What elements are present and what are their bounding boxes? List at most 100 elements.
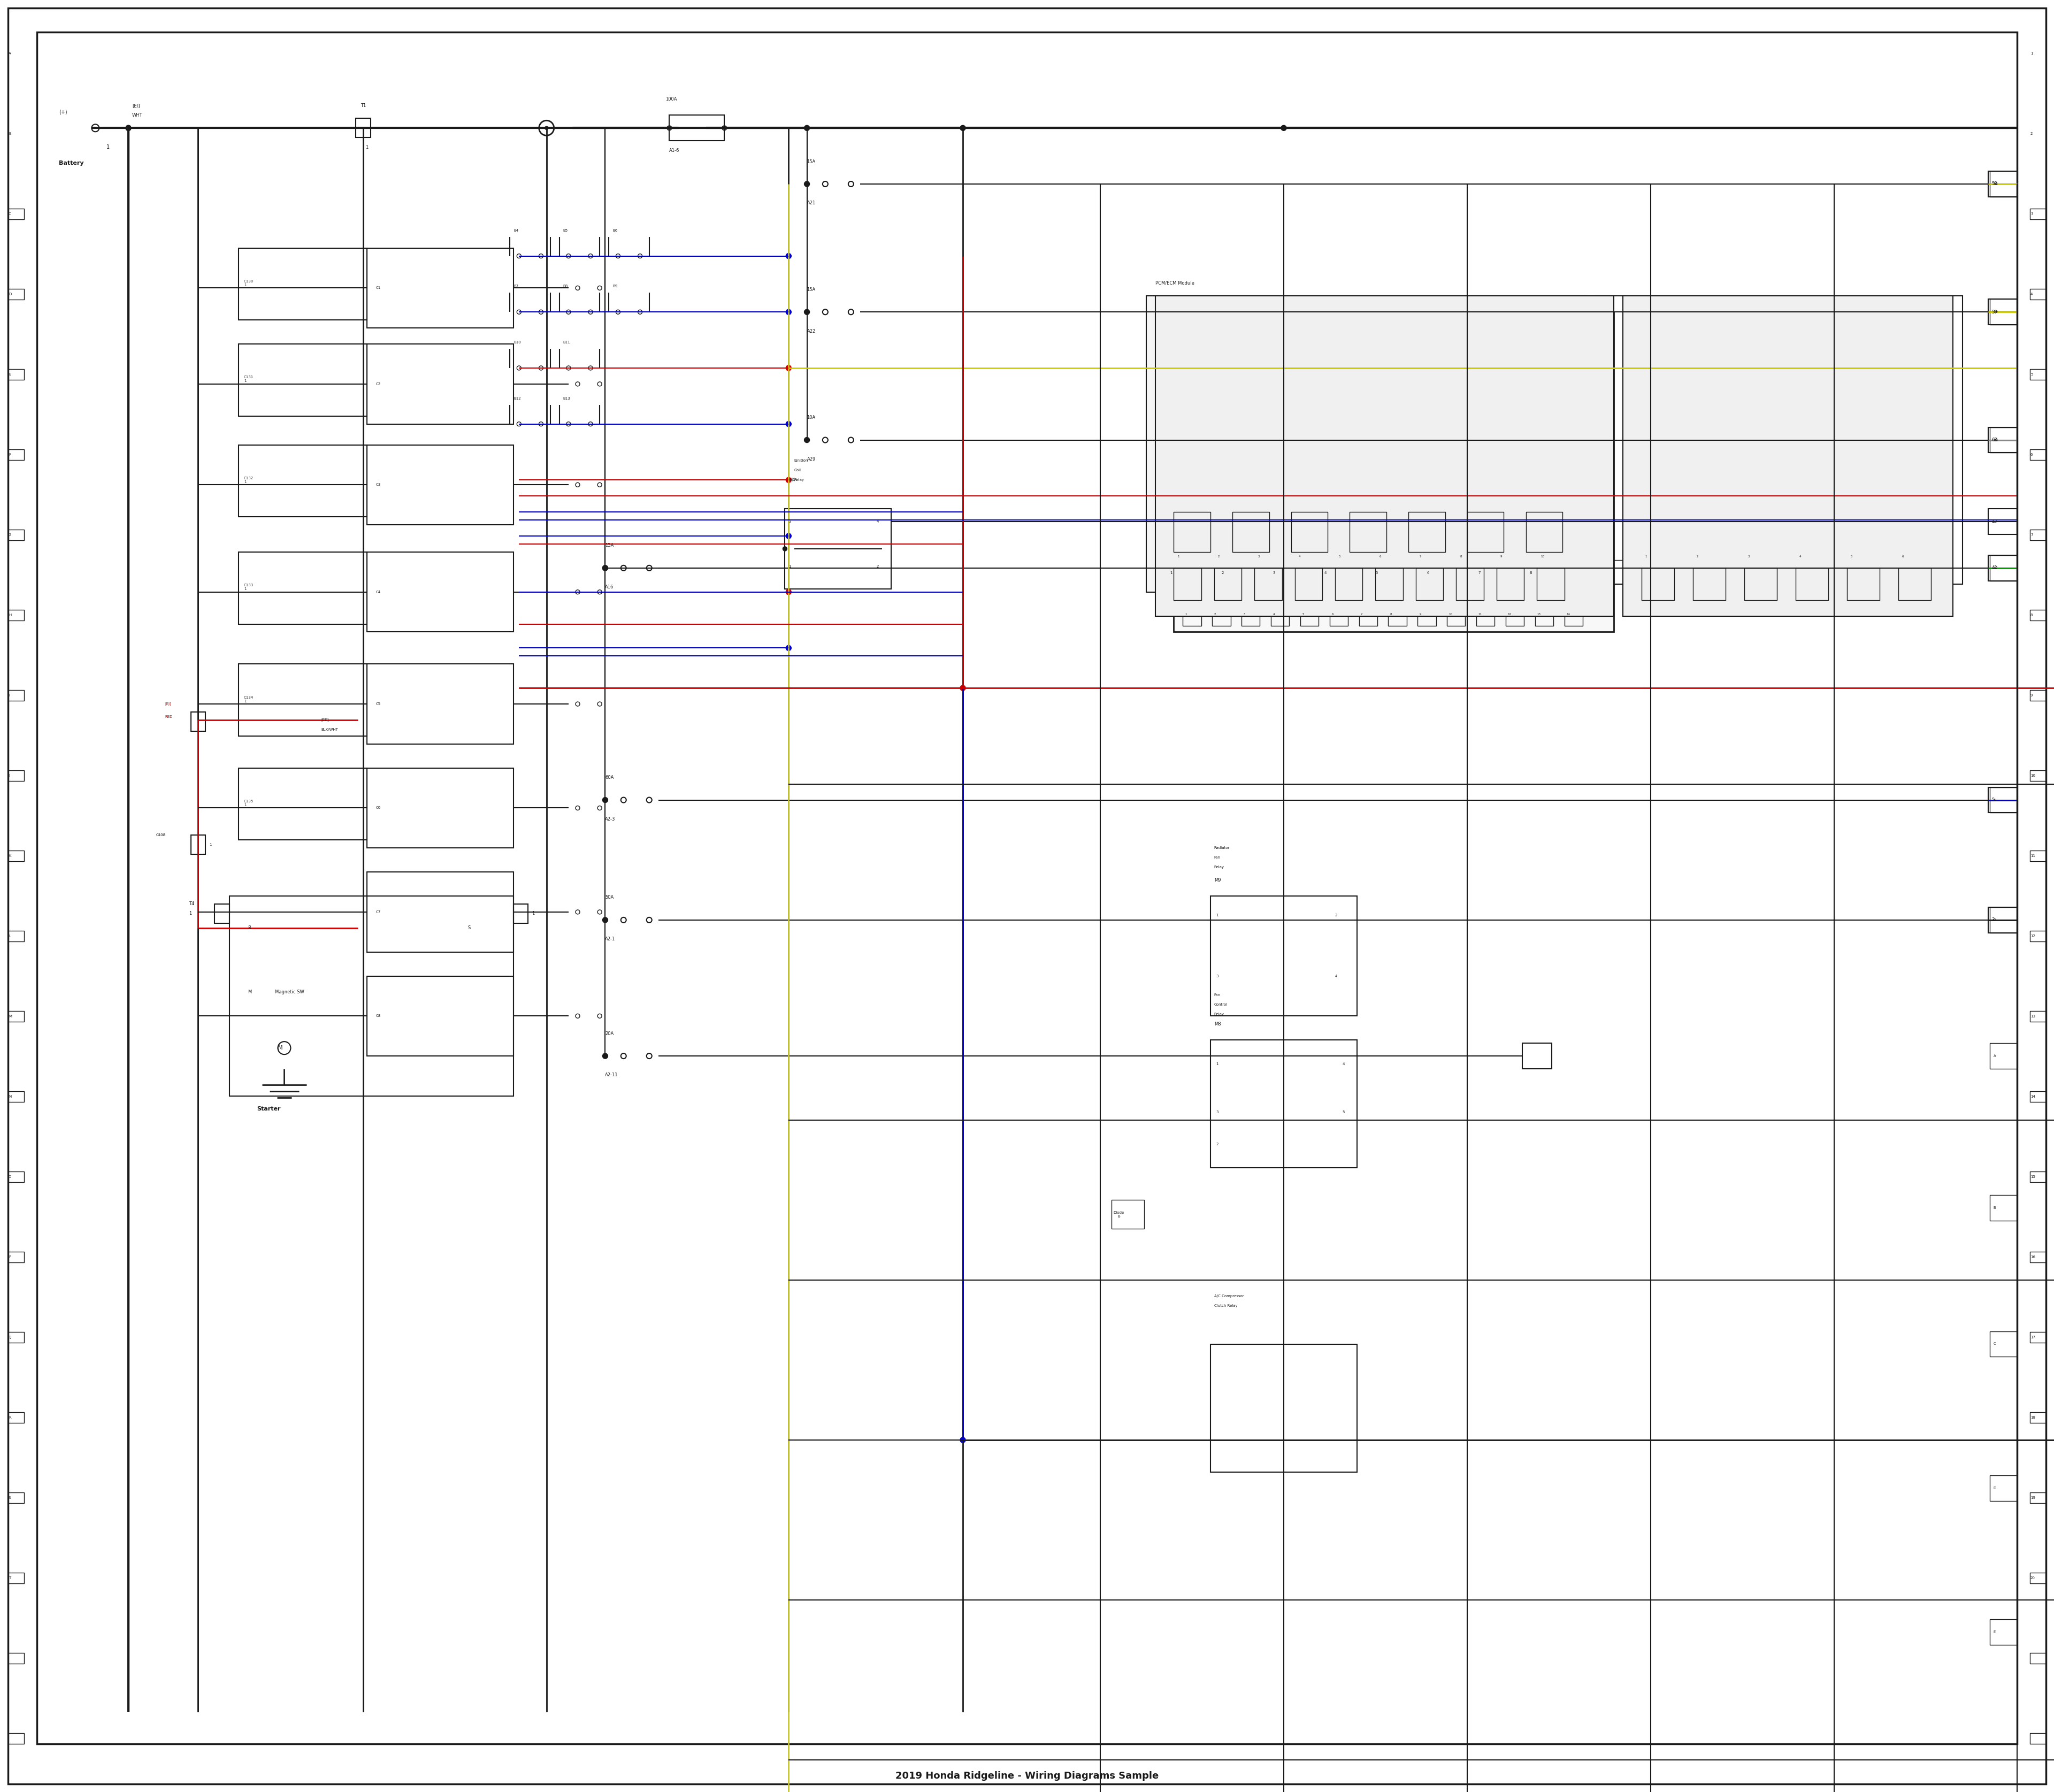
Bar [1216, 559, 1249, 584]
Text: 1: 1 [1171, 572, 1173, 575]
Bar [1781, 559, 1818, 584]
Circle shape [805, 181, 809, 186]
Text: C131
1: C131 1 [244, 376, 255, 383]
Bar [8, 1733, 25, 1744]
Text: 15: 15 [2031, 1176, 2036, 1179]
Text: L: L [8, 934, 10, 937]
Bar [1111, 1201, 1144, 1229]
Bar [2029, 1253, 2046, 1262]
Text: 1: 1 [210, 844, 212, 846]
Text: A/C Compressor: A/C Compressor [1214, 1294, 1245, 1297]
Text: 15A: 15A [807, 159, 815, 165]
Text: Fan: Fan [1214, 993, 1220, 996]
Text: C: C [1994, 1342, 1996, 1346]
Text: 11: 11 [2031, 855, 2036, 858]
Text: 3: 3 [1216, 1111, 1218, 1113]
Text: 15A: 15A [807, 287, 815, 292]
Bar [2029, 530, 2046, 539]
Bar [238, 665, 368, 737]
Text: S: S [8, 1496, 10, 1500]
Bar [368, 769, 514, 848]
Text: M4: M4 [789, 478, 795, 482]
Text: 11: 11 [1479, 613, 1481, 616]
Bar [1173, 312, 1614, 633]
Bar [214, 903, 230, 923]
Text: 18: 18 [2031, 1416, 2036, 1419]
Circle shape [805, 310, 809, 315]
Text: 13: 13 [1536, 613, 1540, 616]
Circle shape [787, 366, 791, 371]
Text: B6: B6 [612, 229, 618, 231]
Text: B10: B10 [514, 340, 522, 344]
Text: 1: 1 [366, 145, 368, 149]
Circle shape [602, 1054, 608, 1059]
Text: Magnetic SW: Magnetic SW [275, 989, 304, 995]
Bar [1212, 604, 1230, 625]
Circle shape [787, 645, 791, 650]
Text: 2: 2 [1222, 572, 1224, 575]
Circle shape [805, 437, 809, 443]
Bar [1990, 907, 2017, 934]
Text: 5: 5 [1994, 799, 1996, 801]
Text: 15A: 15A [606, 543, 614, 548]
Bar [8, 1011, 25, 1021]
Bar [8, 609, 25, 620]
Bar [8, 1652, 25, 1663]
Text: 3: 3 [789, 520, 791, 523]
Bar [8, 930, 25, 941]
Bar [8, 1331, 25, 1342]
Text: Fan: Fan [1214, 857, 1220, 858]
Bar [1990, 1475, 2017, 1500]
Bar [1349, 513, 1386, 552]
Circle shape [787, 421, 791, 426]
Bar [1664, 559, 1701, 584]
Bar [2029, 369, 2046, 380]
Bar [368, 552, 514, 633]
Bar [1292, 513, 1327, 552]
Circle shape [787, 253, 791, 258]
Text: C6: C6 [376, 806, 380, 810]
Text: D: D [1994, 1486, 1996, 1489]
Bar [1990, 556, 2017, 581]
Circle shape [602, 797, 608, 803]
Bar [1446, 604, 1465, 625]
Text: C135
1: C135 1 [244, 799, 253, 806]
Text: 17: 17 [2031, 1335, 2036, 1339]
Text: 6: 6 [2031, 453, 2033, 457]
Bar [514, 903, 528, 923]
Bar [2029, 851, 2046, 862]
Text: 4: 4 [1335, 975, 1337, 978]
Text: RED: RED [164, 715, 173, 719]
Bar [1988, 299, 2017, 324]
Bar [8, 1091, 25, 1102]
Text: M9: M9 [1214, 878, 1220, 882]
Bar [238, 247, 368, 321]
Text: C130
1: C130 1 [244, 280, 255, 287]
Bar [2029, 1652, 2046, 1663]
Bar [1409, 513, 1446, 552]
Circle shape [787, 366, 791, 371]
Text: Relay: Relay [795, 478, 805, 482]
Text: 3: 3 [1216, 975, 1218, 978]
Bar [8, 208, 25, 219]
Text: B9: B9 [612, 285, 618, 289]
Text: 4: 4 [1325, 572, 1327, 575]
Bar [368, 344, 514, 425]
Bar [1990, 426, 2017, 453]
Text: P: P [8, 1256, 10, 1258]
Bar [1990, 299, 2017, 324]
Text: B7: B7 [514, 285, 518, 289]
Text: 100A: 100A [665, 97, 678, 102]
Bar [1497, 568, 1524, 600]
Bar [8, 289, 25, 299]
Bar [8, 1253, 25, 1262]
Text: B: B [8, 133, 10, 136]
Text: M: M [279, 1045, 283, 1050]
Bar [1990, 1331, 2017, 1357]
Text: A2-3: A2-3 [606, 817, 616, 821]
Bar [1165, 559, 1197, 584]
Circle shape [783, 547, 787, 550]
Text: 2019 Honda Ridgeline - Wiring Diagrams Sample: 2019 Honda Ridgeline - Wiring Diagrams S… [896, 1770, 1158, 1781]
Bar [368, 665, 514, 744]
Bar [2029, 1493, 2046, 1503]
